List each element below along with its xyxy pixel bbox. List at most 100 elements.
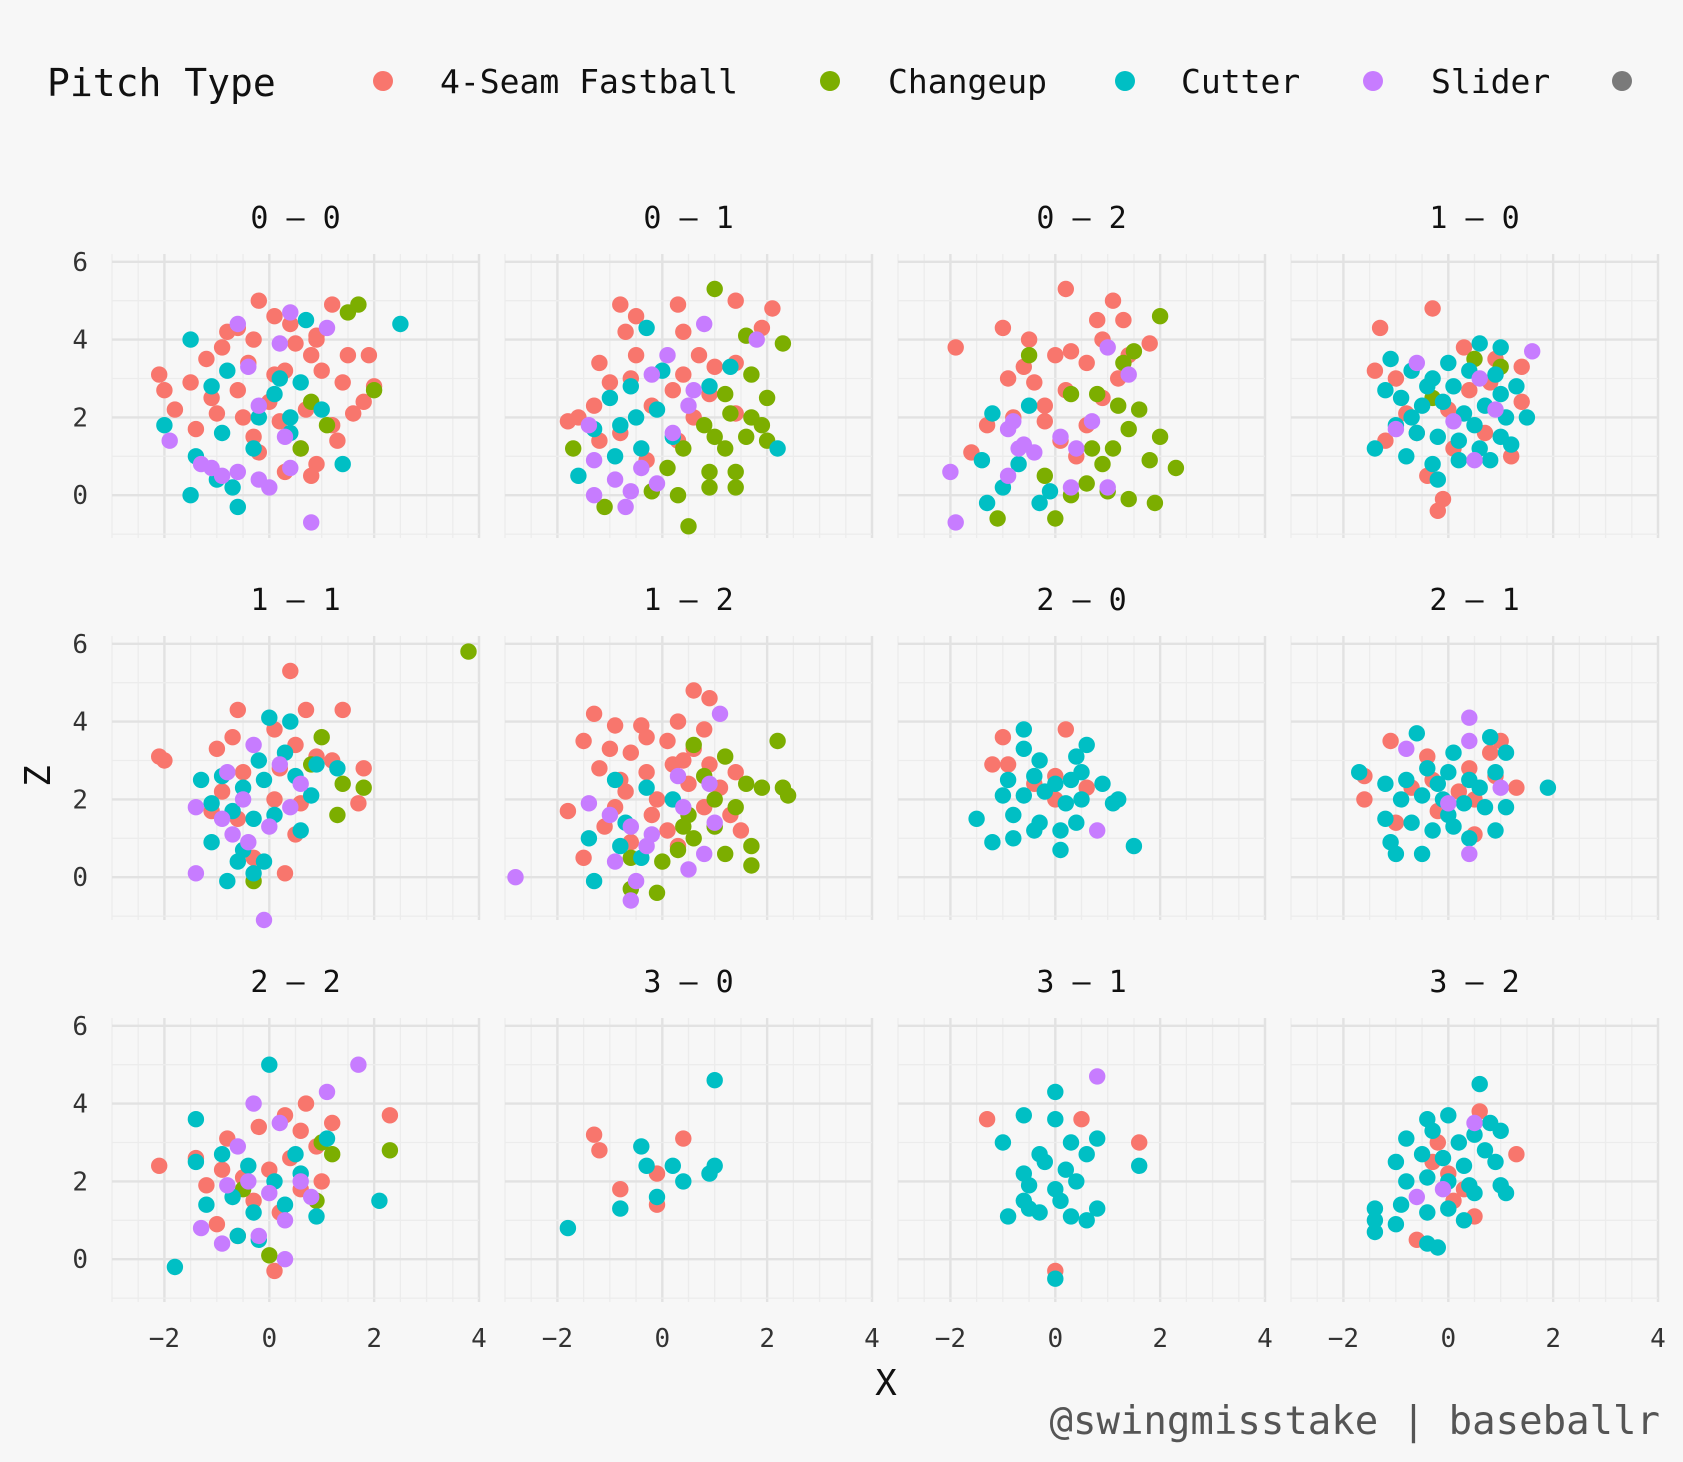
panel-points <box>978 1068 1148 1287</box>
data-point <box>203 834 220 851</box>
data-point <box>1089 385 1106 403</box>
x-tick-label: 0 <box>1440 1324 1456 1354</box>
facet-label: 2 – 2 <box>250 965 340 1000</box>
data-point <box>643 366 660 383</box>
data-point <box>999 771 1017 789</box>
data-point <box>727 479 744 496</box>
data-point <box>1392 791 1410 808</box>
data-point <box>701 775 718 792</box>
data-point <box>1419 1204 1436 1221</box>
data-point <box>1429 502 1446 519</box>
x-tick-label: 2 <box>1152 1324 1168 1354</box>
data-point <box>213 783 231 800</box>
panel-points <box>559 280 792 535</box>
data-point <box>245 1095 262 1112</box>
data-point <box>203 378 220 395</box>
data-point <box>229 382 246 399</box>
data-point <box>329 760 346 777</box>
data-point <box>1041 483 1059 500</box>
data-point <box>696 417 713 434</box>
data-point <box>580 830 598 847</box>
data-point <box>669 713 687 730</box>
legend-item: Cutter <box>1115 62 1300 101</box>
data-point <box>596 498 613 516</box>
data-point <box>219 764 236 781</box>
facet-panel: 0 – 2 <box>897 201 1267 538</box>
facet-label: 3 – 1 <box>1036 965 1126 1000</box>
data-point <box>292 822 309 839</box>
facet-panel: 3 – 1 −2 0 2 4 <box>897 965 1273 1354</box>
legend-item <box>1612 71 1632 91</box>
data-point <box>192 1219 210 1237</box>
data-point <box>711 705 729 722</box>
data-point <box>748 331 765 348</box>
data-point <box>732 822 750 839</box>
y-tick-label: 2 <box>72 785 88 815</box>
data-point <box>696 315 713 333</box>
data-point <box>638 837 655 855</box>
data-point <box>156 382 173 399</box>
data-point <box>182 374 199 391</box>
data-point <box>978 494 996 512</box>
data-point <box>276 1196 294 1213</box>
data-point <box>1005 413 1022 430</box>
data-point <box>1131 1134 1148 1151</box>
data-point <box>1057 1161 1074 1178</box>
data-point <box>1015 740 1032 757</box>
data-point <box>345 405 362 422</box>
data-point <box>292 440 309 457</box>
data-point <box>339 304 357 321</box>
y-tick-label: 6 <box>72 248 88 278</box>
data-point <box>313 362 330 379</box>
data-point <box>208 405 226 422</box>
data-point <box>297 311 315 329</box>
facet-panel: 2 – 1 <box>1290 583 1660 920</box>
data-point <box>743 857 760 874</box>
data-point <box>1047 1083 1064 1101</box>
data-point <box>198 350 215 368</box>
data-point <box>276 428 294 445</box>
data-point <box>266 1262 283 1280</box>
data-point <box>1461 382 1478 399</box>
facet-label: 3 – 2 <box>1429 965 1519 1000</box>
data-point <box>606 771 624 789</box>
data-point <box>664 424 681 442</box>
data-point <box>685 382 702 399</box>
data-point <box>690 347 708 364</box>
data-point <box>1455 1157 1473 1174</box>
data-point <box>1015 721 1032 738</box>
data-point <box>234 764 252 781</box>
data-point <box>1110 791 1127 808</box>
data-point <box>1471 370 1488 387</box>
data-point <box>303 787 320 804</box>
data-point <box>234 779 252 796</box>
data-point <box>717 385 734 403</box>
y-tick-label: 4 <box>72 1090 88 1120</box>
data-point <box>984 834 1001 851</box>
data-point <box>612 837 629 855</box>
data-point <box>1068 1173 1085 1190</box>
data-point <box>213 1161 231 1178</box>
data-point <box>1377 382 1394 399</box>
data-point <box>245 810 262 827</box>
data-point <box>638 729 655 746</box>
data-point <box>282 459 299 477</box>
data-point <box>334 455 351 473</box>
data-point <box>292 1122 309 1139</box>
data-point <box>1440 795 1457 812</box>
data-point <box>633 1138 650 1155</box>
legend-swatch <box>1363 71 1383 91</box>
data-point <box>255 853 273 870</box>
data-point <box>1497 744 1515 761</box>
data-point <box>942 463 959 481</box>
data-point <box>1408 424 1425 442</box>
data-point <box>1434 1149 1452 1167</box>
data-point <box>334 775 351 792</box>
data-point <box>1497 799 1515 816</box>
data-point <box>1062 479 1080 496</box>
data-point <box>1026 822 1043 839</box>
data-point <box>1115 311 1132 329</box>
data-point <box>1382 350 1399 368</box>
data-point <box>213 339 231 356</box>
data-point <box>659 347 676 364</box>
